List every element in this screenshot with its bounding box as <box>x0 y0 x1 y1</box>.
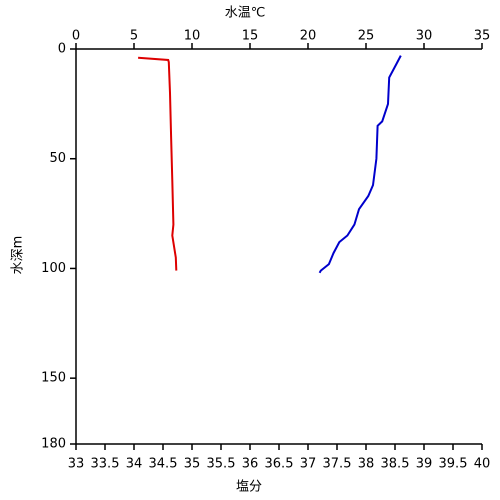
profile-line <box>318 55 402 274</box>
y-tick-label: 100 <box>41 261 66 276</box>
bottom-tick-label: 37 <box>300 457 317 472</box>
profile-line <box>138 56 178 271</box>
top-tick-label: 20 <box>300 29 317 44</box>
bottom-tick-label: 39 <box>416 457 433 472</box>
bottom-tick-label: 40 <box>474 457 491 472</box>
y-tick-label: 0 <box>58 42 66 57</box>
bottom-tick-label: 33 <box>68 457 85 472</box>
bottom-tick-label: 36.5 <box>265 457 294 472</box>
y-tick-label: 50 <box>49 151 66 166</box>
bottom-tick-label: 35.5 <box>207 457 236 472</box>
top-tick-label: 35 <box>474 29 491 44</box>
bottom-tick-label: 35 <box>184 457 201 472</box>
top-axis-label: 水温℃ <box>225 6 266 21</box>
top-tick-label: 30 <box>416 29 433 44</box>
bottom-tick-label: 39.5 <box>439 457 468 472</box>
bottom-tick-label: 34.5 <box>149 457 178 472</box>
y-axis-label: 水深m <box>11 236 26 275</box>
top-tick-label: 15 <box>242 29 259 44</box>
top-tick-label: 10 <box>184 29 201 44</box>
y-tick-label: 180 <box>41 437 66 452</box>
y-tick-label: 150 <box>41 371 66 386</box>
bottom-tick-label: 34 <box>126 457 143 472</box>
bottom-tick-label: 33.5 <box>91 457 120 472</box>
top-tick-label: 5 <box>130 29 138 44</box>
bottom-tick-label: 36 <box>242 457 259 472</box>
bottom-tick-label: 38.5 <box>381 457 410 472</box>
bottom-axis-label: 塩分 <box>236 480 262 495</box>
top-tick-label: 0 <box>72 29 80 44</box>
bottom-tick-label: 37.5 <box>323 457 352 472</box>
bottom-tick-label: 38 <box>358 457 375 472</box>
top-tick-label: 25 <box>358 29 375 44</box>
